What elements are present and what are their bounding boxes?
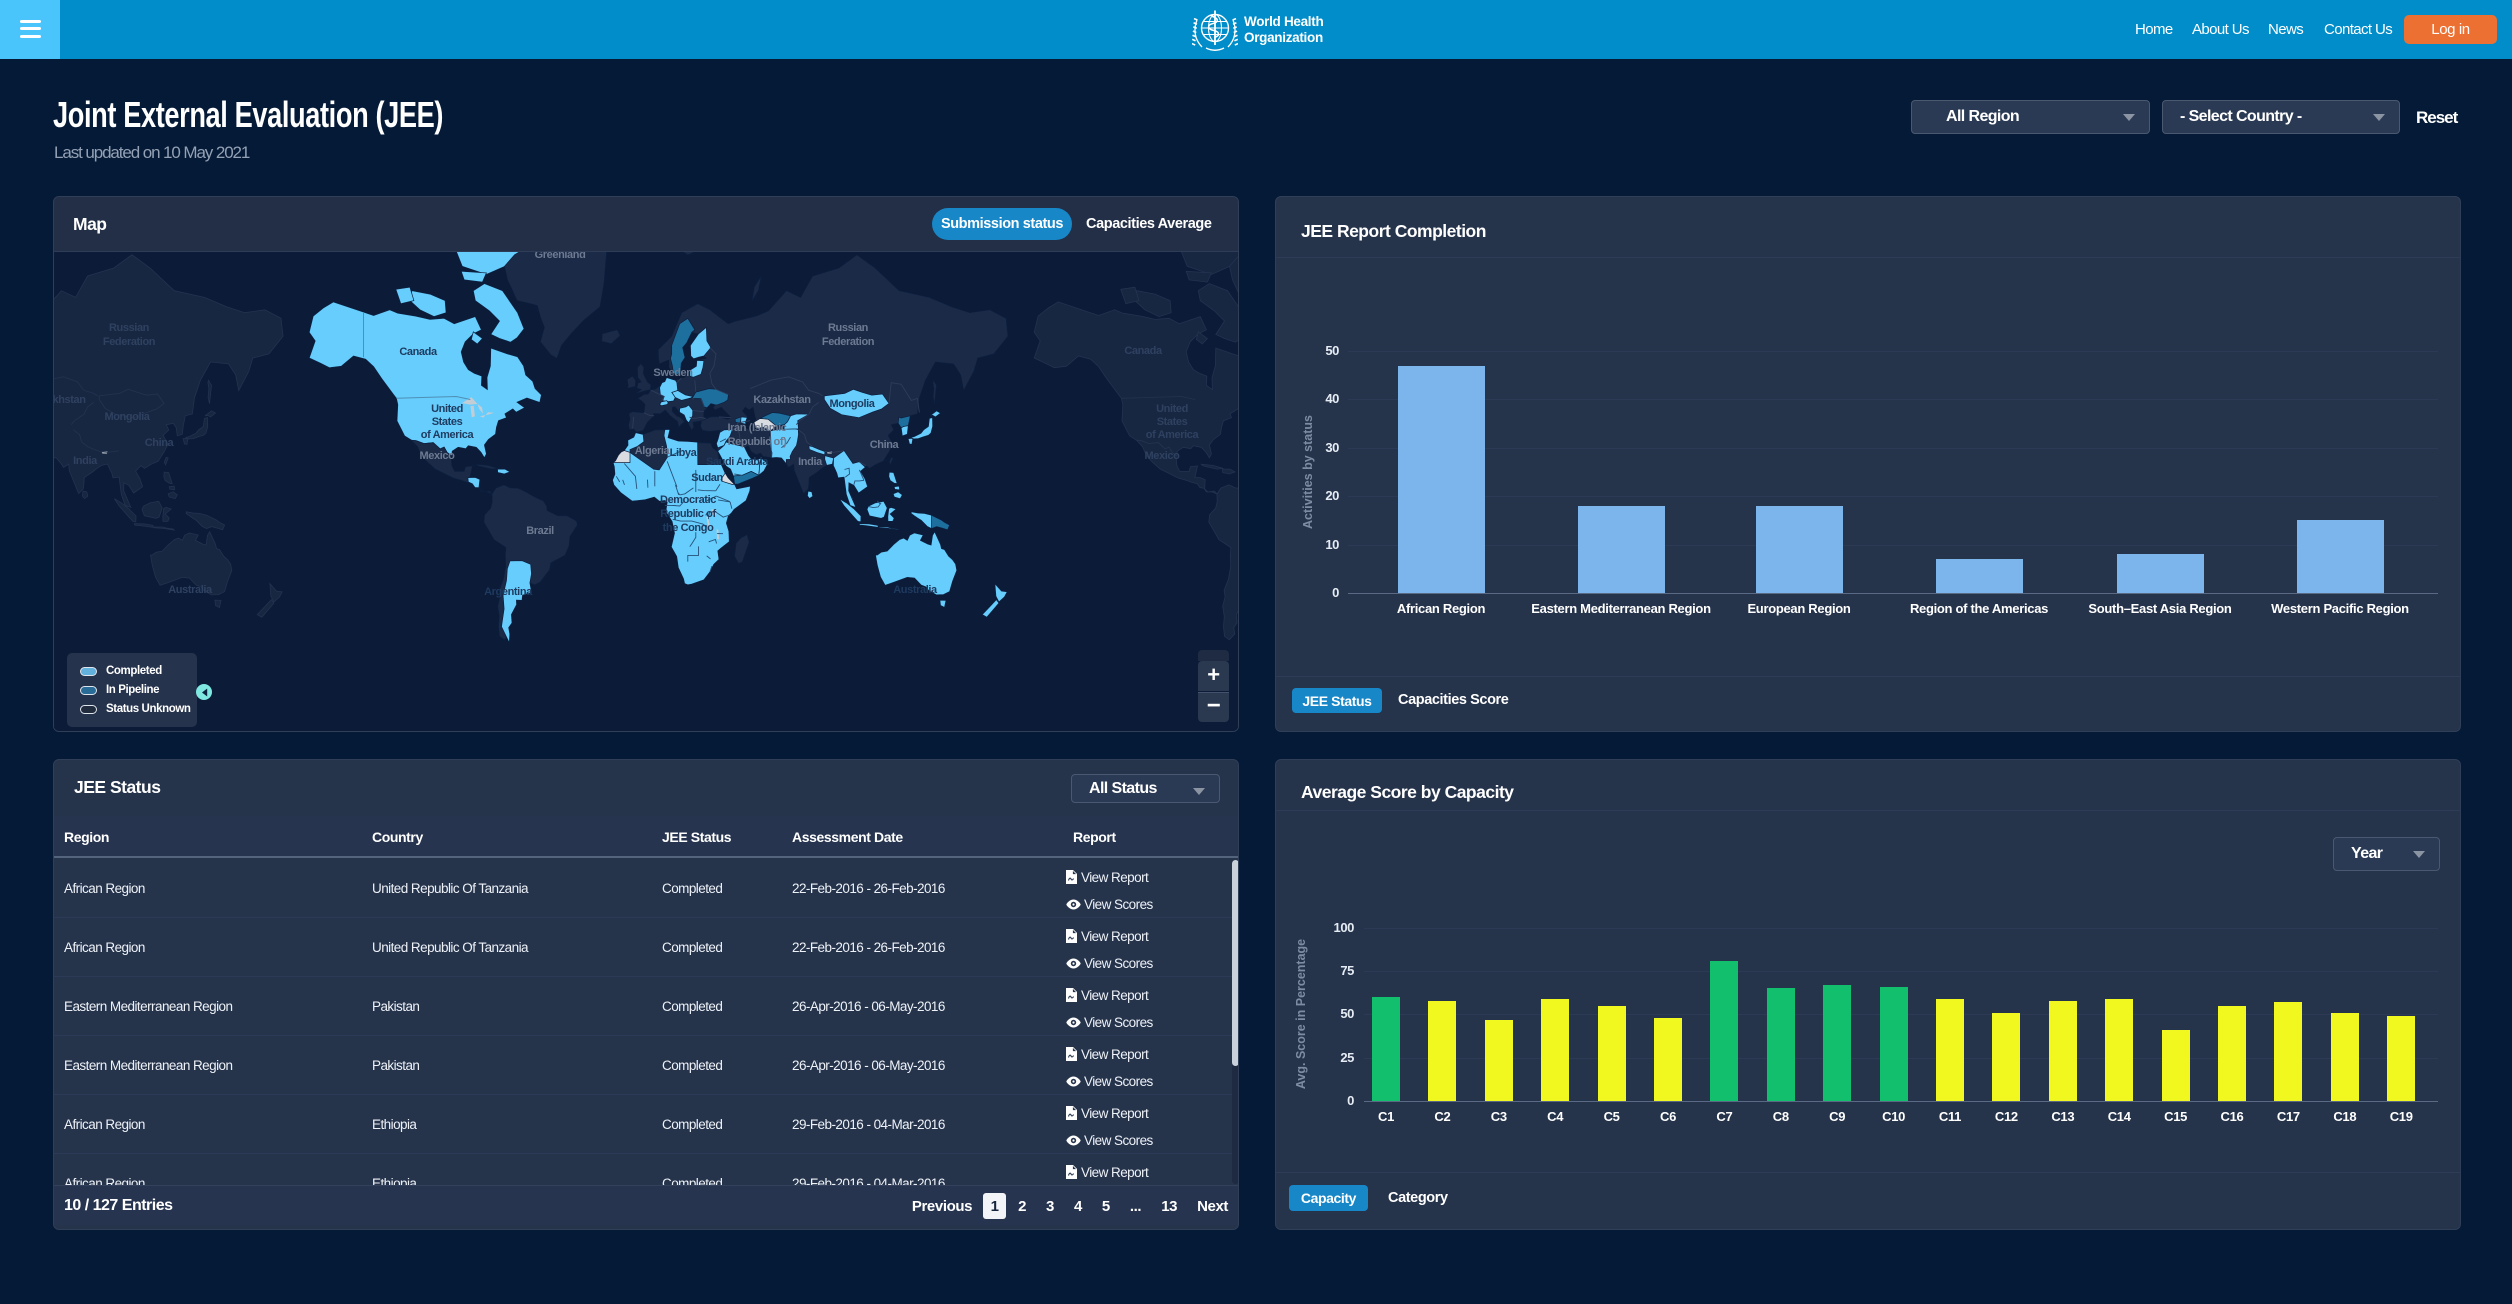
svg-text:Greenland: Greenland: [535, 252, 586, 261]
svg-text:Brazil: Brazil: [526, 525, 554, 537]
svg-text:China: China: [870, 439, 900, 451]
svg-text:Russian: Russian: [109, 322, 150, 334]
svg-text:Mexico: Mexico: [420, 450, 456, 462]
svg-text:Sudan: Sudan: [691, 472, 723, 484]
svg-text:States: States: [432, 416, 463, 428]
svg-text:Sweden: Sweden: [653, 367, 693, 379]
svg-text:Libya: Libya: [670, 447, 698, 459]
svg-text:Saudi Arabia: Saudi Arabia: [706, 456, 769, 468]
svg-text:India: India: [798, 456, 823, 468]
svg-text:Kazakhstan: Kazakhstan: [53, 394, 86, 406]
svg-text:Republic of: Republic of: [660, 508, 716, 520]
svg-text:United: United: [431, 403, 463, 415]
svg-text:Kazakhstan: Kazakhstan: [753, 394, 811, 406]
svg-text:of America: of America: [421, 429, 475, 441]
svg-text:Mongolia: Mongolia: [829, 398, 875, 410]
svg-text:Argentina: Argentina: [484, 586, 533, 598]
svg-text:Canada: Canada: [399, 346, 438, 358]
svg-text:Australia: Australia: [168, 584, 213, 596]
svg-text:States: States: [1157, 416, 1188, 428]
svg-text:India: India: [73, 455, 98, 467]
svg-text:China: China: [145, 437, 175, 449]
svg-text:United: United: [1156, 403, 1188, 415]
svg-text:Federation: Federation: [103, 336, 156, 348]
svg-text:Democratic: Democratic: [660, 494, 716, 506]
svg-text:Mongolia: Mongolia: [104, 411, 150, 423]
svg-text:the Congo: the Congo: [663, 522, 714, 534]
svg-text:Australia: Australia: [893, 584, 938, 596]
svg-text:Iran (Islamic: Iran (Islamic: [728, 422, 787, 434]
svg-text:Algeria: Algeria: [635, 445, 671, 457]
svg-text:Mexico: Mexico: [1145, 450, 1181, 462]
svg-text:of America: of America: [1146, 429, 1200, 441]
svg-text:Republic of): Republic of): [728, 436, 787, 448]
svg-text:Federation: Federation: [822, 336, 875, 348]
svg-text:Russian: Russian: [828, 322, 869, 334]
svg-text:Canada: Canada: [1124, 345, 1163, 357]
